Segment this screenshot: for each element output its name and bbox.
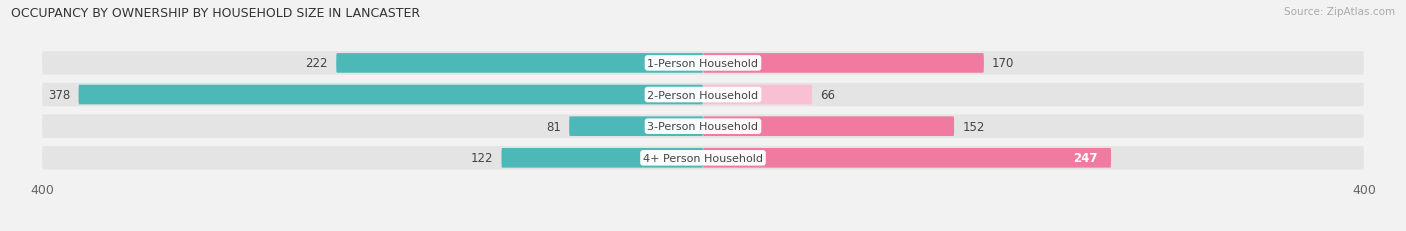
Text: 170: 170	[993, 57, 1015, 70]
Text: 4+ Person Household: 4+ Person Household	[643, 153, 763, 163]
FancyBboxPatch shape	[42, 52, 1364, 75]
FancyBboxPatch shape	[42, 83, 1364, 107]
FancyBboxPatch shape	[703, 148, 1111, 168]
Text: 222: 222	[305, 57, 328, 70]
Text: OCCUPANCY BY OWNERSHIP BY HOUSEHOLD SIZE IN LANCASTER: OCCUPANCY BY OWNERSHIP BY HOUSEHOLD SIZE…	[11, 7, 420, 20]
Text: 1-Person Household: 1-Person Household	[648, 59, 758, 69]
Text: 3-Person Household: 3-Person Household	[648, 122, 758, 132]
FancyBboxPatch shape	[703, 85, 813, 105]
FancyBboxPatch shape	[42, 146, 1364, 170]
FancyBboxPatch shape	[703, 54, 984, 73]
FancyBboxPatch shape	[42, 115, 1364, 138]
Text: 81: 81	[546, 120, 561, 133]
FancyBboxPatch shape	[79, 85, 703, 105]
FancyBboxPatch shape	[336, 54, 703, 73]
Text: 66: 66	[820, 89, 835, 102]
Text: 2-Person Household: 2-Person Household	[647, 90, 759, 100]
FancyBboxPatch shape	[569, 117, 703, 136]
FancyBboxPatch shape	[502, 148, 703, 168]
Text: 152: 152	[962, 120, 984, 133]
Text: 378: 378	[48, 89, 70, 102]
Text: 247: 247	[1073, 152, 1098, 165]
Text: 122: 122	[471, 152, 494, 165]
FancyBboxPatch shape	[703, 117, 955, 136]
Text: Source: ZipAtlas.com: Source: ZipAtlas.com	[1284, 7, 1395, 17]
